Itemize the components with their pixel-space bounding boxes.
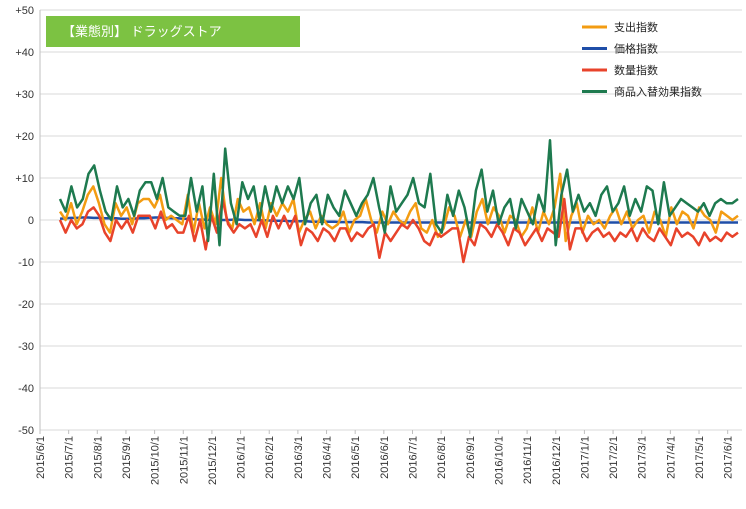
- x-tick-label: 2016/1/1: [236, 436, 248, 479]
- series-line-0: [58, 172, 739, 243]
- x-tick-label: 2015/9/1: [121, 436, 133, 479]
- legend-label: 支出指数: [614, 20, 658, 34]
- x-tick-label: 2017/4/1: [665, 436, 677, 479]
- x-tick-label: 2016/8/1: [436, 436, 448, 479]
- y-tick-label: -20: [18, 299, 34, 311]
- chart-title-background: [46, 16, 300, 47]
- chart-title: 【業態別】 ドラッグストア: [62, 24, 222, 39]
- gridlines: [40, 9, 742, 431]
- x-tick-label: 2017/5/1: [694, 436, 706, 479]
- x-tick-label: 2016/10/1: [493, 436, 505, 485]
- y-tick-label: -40: [18, 383, 34, 395]
- x-tick-label: 2015/10/1: [150, 436, 162, 485]
- x-tick-label: 2015/11/1: [178, 436, 190, 484]
- series-line-2: [58, 197, 739, 264]
- legend-label: 数量指数: [614, 63, 658, 77]
- x-tick-label: 2015/7/1: [64, 436, 76, 479]
- x-tick-label: 2016/7/1: [407, 436, 419, 479]
- y-tick-label: +10: [15, 173, 34, 185]
- x-tick-label: 2016/4/1: [322, 436, 334, 479]
- x-tick-label: 2016/3/1: [293, 436, 305, 479]
- legend-label: 商品入替効果指数: [614, 85, 702, 99]
- x-tick-label: 2017/6/1: [723, 436, 735, 479]
- x-tick-label: 2016/11/1: [522, 436, 534, 484]
- y-tick-label: -30: [18, 341, 34, 353]
- x-axis: 2015/6/1 2015/7/1 2015/8/1 2015/9/1 2015/10/…: [35, 430, 735, 485]
- y-tick-label: -50: [18, 425, 34, 437]
- chart-title-box: 【業態別】 ドラッグストア: [46, 16, 300, 47]
- x-tick-label: 2016/12/1: [551, 436, 563, 485]
- x-tick-label: 2015/8/1: [92, 436, 104, 479]
- x-tick-label: 2015/6/1: [35, 436, 47, 479]
- y-axis: +50 +40 +30 +20 +10 0 -10 -20 -30 -40 -50: [15, 5, 41, 437]
- x-tick-label: 2016/2/1: [264, 436, 276, 479]
- x-tick-label: 2017/3/1: [637, 436, 649, 479]
- y-tick-label: -10: [18, 257, 34, 269]
- x-tick-label: 2016/9/1: [465, 436, 477, 479]
- x-tick-label: 2016/6/1: [379, 436, 391, 479]
- y-tick-label: +50: [15, 5, 34, 17]
- x-tick-label: 2016/5/1: [350, 436, 362, 479]
- legend-label: 価格指数: [614, 42, 658, 56]
- series-line-3: [58, 138, 739, 247]
- y-tick-label: 0: [28, 215, 34, 227]
- y-tick-label: +40: [15, 47, 34, 59]
- x-tick-label: 2017/2/1: [608, 436, 620, 479]
- y-tick-label: +20: [15, 131, 34, 143]
- y-tick-label: +30: [15, 89, 34, 101]
- series-lines: [58, 138, 739, 264]
- x-tick-label: 2015/12/1: [207, 436, 219, 485]
- x-tick-label: 2017/1/1: [579, 436, 591, 479]
